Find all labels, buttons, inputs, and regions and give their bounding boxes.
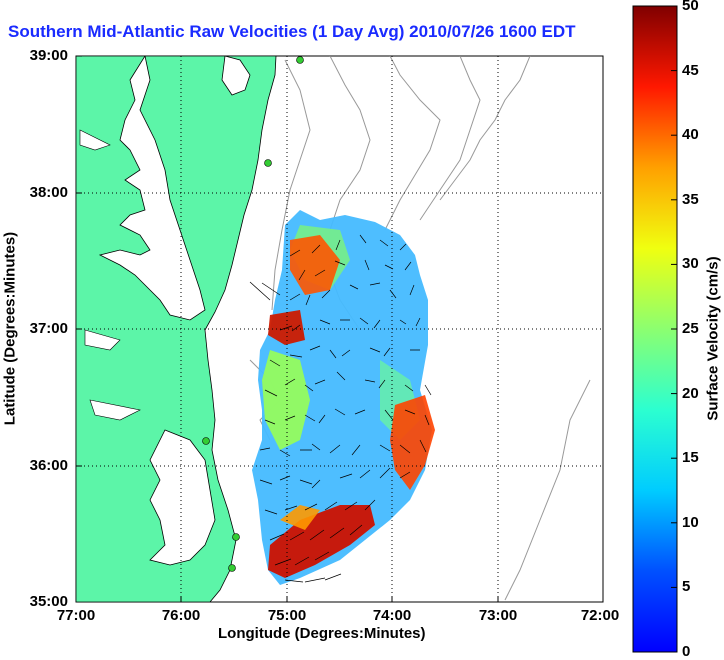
velocity-field [252, 210, 435, 585]
velocity-arrows [249, 234, 432, 583]
y-tick-label: 37:00 [29, 320, 68, 337]
pamlico-sound [149, 429, 216, 566]
colorbar-tick-label: 25 [682, 320, 699, 337]
colorbar-tick-label: 30 [682, 255, 699, 272]
chesapeake-bay [98, 56, 206, 321]
y-tick-label: 35:00 [29, 593, 68, 610]
colorbar-label: Surface Velocity (cm/s) [704, 256, 722, 421]
colorbar-tick-label: 35 [682, 191, 699, 208]
x-tick-label: 76:00 [161, 607, 201, 624]
colorbar-tick-label: 0 [682, 643, 691, 660]
y-axis-label: Latitude (Degrees:Minutes) [1, 231, 19, 426]
x-tick-label: 75:00 [267, 607, 307, 624]
colorbar-tick-label: 10 [682, 514, 699, 531]
colorbar [632, 5, 678, 653]
map-title: Southern Mid-Atlantic Raw Velocities (1 … [8, 22, 576, 41]
colorbar-tick-label: 20 [682, 385, 699, 402]
y-tick-label: 38:00 [29, 184, 68, 201]
y-tick-label: 39:00 [29, 47, 68, 64]
x-tick-label: 74:00 [372, 607, 412, 624]
colorbar-tick-label: 40 [682, 126, 699, 143]
x-axis-label: Longitude (Degrees:Minutes) [218, 625, 426, 642]
x-tick-label: 73:00 [478, 607, 518, 624]
site-markers [202, 56, 304, 572]
y-tick-label: 36:00 [29, 457, 68, 474]
colorbar-tick-label: 5 [682, 578, 691, 595]
x-tick-label: 77:00 [56, 607, 96, 624]
axis-ticks [76, 55, 499, 602]
colorbar-ticks [671, 5, 677, 588]
x-tick-label: 72:00 [580, 607, 620, 624]
colorbar-tick-label: 45 [682, 62, 699, 79]
colorbar-tick-label: 15 [682, 449, 699, 466]
delaware-bay [221, 56, 251, 96]
colorbar-tick-label: 50 [682, 0, 699, 14]
grid-lines [76, 56, 603, 602]
